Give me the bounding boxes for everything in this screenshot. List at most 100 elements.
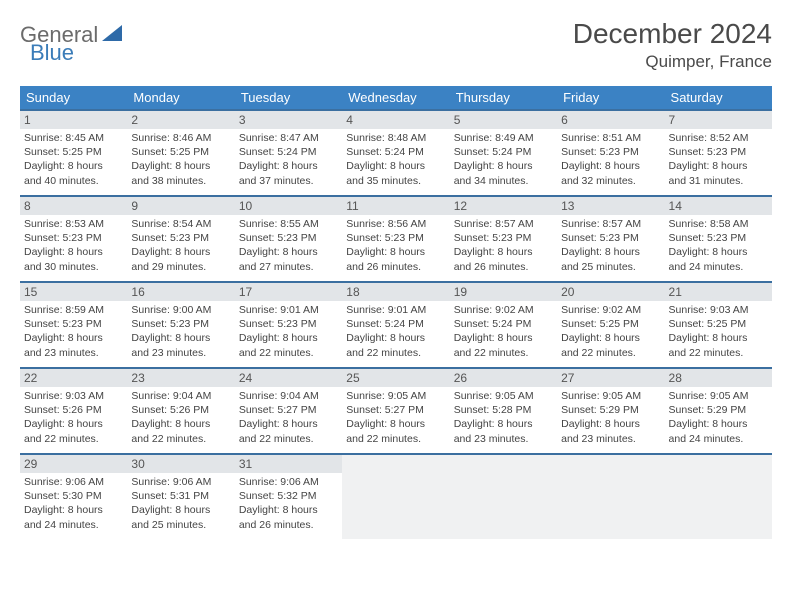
day-info: Sunrise: 8:53 AMSunset: 5:23 PMDaylight:… <box>24 217 123 274</box>
logo-text-blue: Blue <box>30 40 74 65</box>
calendar-day-cell: 17 Sunrise: 9:01 AMSunset: 5:23 PMDayligh… <box>235 281 342 367</box>
day-number: 5 <box>450 111 557 129</box>
weekday-header: Sunday <box>20 86 127 109</box>
day-number: 11 <box>342 197 449 215</box>
day-info: Sunrise: 9:02 AMSunset: 5:24 PMDaylight:… <box>454 303 553 360</box>
weekday-header: Saturday <box>665 86 772 109</box>
calendar-day-cell: 19 Sunrise: 9:02 AMSunset: 5:24 PMDayligh… <box>450 281 557 367</box>
title-block: December 2024 Quimper, France <box>573 18 772 72</box>
day-info: Sunrise: 9:05 AMSunset: 5:29 PMDaylight:… <box>669 389 768 446</box>
calendar-blank-cell <box>450 453 557 539</box>
calendar-table: SundayMondayTuesdayWednesdayThursdayFrid… <box>20 86 772 539</box>
calendar-day-cell: 23 Sunrise: 9:04 AMSunset: 5:26 PMDayligh… <box>127 367 234 453</box>
day-number: 21 <box>665 283 772 301</box>
day-number: 14 <box>665 197 772 215</box>
weekday-header: Wednesday <box>342 86 449 109</box>
calendar-blank-cell <box>342 453 449 539</box>
day-info: Sunrise: 9:03 AMSunset: 5:26 PMDaylight:… <box>24 389 123 446</box>
day-number: 8 <box>20 197 127 215</box>
day-info: Sunrise: 9:05 AMSunset: 5:29 PMDaylight:… <box>561 389 660 446</box>
calendar-week-row: 29 Sunrise: 9:06 AMSunset: 5:30 PMDayligh… <box>20 453 772 539</box>
day-number: 4 <box>342 111 449 129</box>
day-info: Sunrise: 9:05 AMSunset: 5:28 PMDaylight:… <box>454 389 553 446</box>
day-info: Sunrise: 9:01 AMSunset: 5:24 PMDaylight:… <box>346 303 445 360</box>
calendar-blank-cell <box>665 453 772 539</box>
day-number: 17 <box>235 283 342 301</box>
day-number: 1 <box>20 111 127 129</box>
calendar-day-cell: 5 Sunrise: 8:49 AMSunset: 5:24 PMDaylight… <box>450 109 557 195</box>
calendar-day-cell: 22Sunrise: 9:03 AMSunset: 5:26 PMDayligh… <box>20 367 127 453</box>
day-info: Sunrise: 9:02 AMSunset: 5:25 PMDaylight:… <box>561 303 660 360</box>
weekday-header: Monday <box>127 86 234 109</box>
header: General December 2024 Quimper, France <box>20 18 772 72</box>
day-info: Sunrise: 9:00 AMSunset: 5:23 PMDaylight:… <box>131 303 230 360</box>
day-info: Sunrise: 8:47 AMSunset: 5:24 PMDaylight:… <box>239 131 338 188</box>
calendar-week-row: 15Sunrise: 8:59 AMSunset: 5:23 PMDayligh… <box>20 281 772 367</box>
location: Quimper, France <box>573 52 772 72</box>
calendar-day-cell: 8 Sunrise: 8:53 AMSunset: 5:23 PMDaylight… <box>20 195 127 281</box>
calendar-day-cell: 13Sunrise: 8:57 AMSunset: 5:23 PMDayligh… <box>557 195 664 281</box>
day-info: Sunrise: 8:56 AMSunset: 5:23 PMDaylight:… <box>346 217 445 274</box>
day-number: 7 <box>665 111 772 129</box>
month-title: December 2024 <box>573 18 772 50</box>
calendar-blank-cell <box>557 453 664 539</box>
calendar-day-cell: 16Sunrise: 9:00 AMSunset: 5:23 PMDayligh… <box>127 281 234 367</box>
calendar-day-cell: 1 Sunrise: 8:45 AMSunset: 5:25 PMDaylight… <box>20 109 127 195</box>
day-number: 9 <box>127 197 234 215</box>
calendar-day-cell: 26Sunrise: 9:05 AMSunset: 5:28 PMDayligh… <box>450 367 557 453</box>
calendar-day-cell: 9Sunrise: 8:54 AMSunset: 5:23 PMDaylight… <box>127 195 234 281</box>
calendar-day-cell: 15Sunrise: 8:59 AMSunset: 5:23 PMDayligh… <box>20 281 127 367</box>
calendar-day-cell: 25 Sunrise: 9:05 AMSunset: 5:27 PMDayligh… <box>342 367 449 453</box>
day-number: 15 <box>20 283 127 301</box>
day-number: 10 <box>235 197 342 215</box>
calendar-week-row: 1 Sunrise: 8:45 AMSunset: 5:25 PMDaylight… <box>20 109 772 195</box>
calendar-day-cell: 24 Sunrise: 9:04 AMSunset: 5:27 PMDayligh… <box>235 367 342 453</box>
calendar-week-row: 8 Sunrise: 8:53 AMSunset: 5:23 PMDaylight… <box>20 195 772 281</box>
calendar-header-row: SundayMondayTuesdayWednesdayThursdayFrid… <box>20 86 772 109</box>
calendar-day-cell: 2 Sunrise: 8:46 AMSunset: 5:25 PMDaylight… <box>127 109 234 195</box>
day-info: Sunrise: 8:49 AMSunset: 5:24 PMDaylight:… <box>454 131 553 188</box>
day-info: Sunrise: 9:06 AMSunset: 5:30 PMDaylight:… <box>24 475 123 532</box>
day-number: 30 <box>127 455 234 473</box>
day-number: 29 <box>20 455 127 473</box>
calendar-day-cell: 20 Sunrise: 9:02 AMSunset: 5:25 PMDayligh… <box>557 281 664 367</box>
day-number: 31 <box>235 455 342 473</box>
calendar-day-cell: 29 Sunrise: 9:06 AMSunset: 5:30 PMDayligh… <box>20 453 127 539</box>
day-info: Sunrise: 9:04 AMSunset: 5:26 PMDaylight:… <box>131 389 230 446</box>
logo-triangle-icon <box>102 25 122 46</box>
day-info: Sunrise: 8:55 AMSunset: 5:23 PMDaylight:… <box>239 217 338 274</box>
day-info: Sunrise: 9:01 AMSunset: 5:23 PMDaylight:… <box>239 303 338 360</box>
day-number: 19 <box>450 283 557 301</box>
day-number: 20 <box>557 283 664 301</box>
calendar-day-cell: 7 Sunrise: 8:52 AMSunset: 5:23 PMDaylight… <box>665 109 772 195</box>
day-info: Sunrise: 8:45 AMSunset: 5:25 PMDaylight:… <box>24 131 123 188</box>
calendar-day-cell: 6 Sunrise: 8:51 AMSunset: 5:23 PMDaylight… <box>557 109 664 195</box>
weekday-header: Thursday <box>450 86 557 109</box>
day-number: 12 <box>450 197 557 215</box>
day-info: Sunrise: 9:06 AMSunset: 5:32 PMDaylight:… <box>239 475 338 532</box>
day-info: Sunrise: 9:06 AMSunset: 5:31 PMDaylight:… <box>131 475 230 532</box>
day-number: 6 <box>557 111 664 129</box>
day-info: Sunrise: 8:46 AMSunset: 5:25 PMDaylight:… <box>131 131 230 188</box>
calendar-day-cell: 10 Sunrise: 8:55 AMSunset: 5:23 PMDayligh… <box>235 195 342 281</box>
day-number: 18 <box>342 283 449 301</box>
calendar-day-cell: 11 Sunrise: 8:56 AMSunset: 5:23 PMDayligh… <box>342 195 449 281</box>
day-info: Sunrise: 8:48 AMSunset: 5:24 PMDaylight:… <box>346 131 445 188</box>
day-number: 2 <box>127 111 234 129</box>
weekday-header: Friday <box>557 86 664 109</box>
logo-blue-text-wrap: Blue <box>30 40 74 66</box>
day-number: 24 <box>235 369 342 387</box>
calendar-day-cell: 21Sunrise: 9:03 AMSunset: 5:25 PMDayligh… <box>665 281 772 367</box>
day-number: 25 <box>342 369 449 387</box>
day-info: Sunrise: 9:05 AMSunset: 5:27 PMDaylight:… <box>346 389 445 446</box>
day-number: 23 <box>127 369 234 387</box>
day-number: 27 <box>557 369 664 387</box>
day-info: Sunrise: 8:51 AMSunset: 5:23 PMDaylight:… <box>561 131 660 188</box>
calendar-day-cell: 4 Sunrise: 8:48 AMSunset: 5:24 PMDaylight… <box>342 109 449 195</box>
day-info: Sunrise: 9:04 AMSunset: 5:27 PMDaylight:… <box>239 389 338 446</box>
calendar-day-cell: 3Sunrise: 8:47 AMSunset: 5:24 PMDaylight… <box>235 109 342 195</box>
day-info: Sunrise: 8:57 AMSunset: 5:23 PMDaylight:… <box>454 217 553 274</box>
calendar-day-cell: 31 Sunrise: 9:06 AMSunset: 5:32 PMDayligh… <box>235 453 342 539</box>
day-info: Sunrise: 8:52 AMSunset: 5:23 PMDaylight:… <box>669 131 768 188</box>
day-info: Sunrise: 8:57 AMSunset: 5:23 PMDaylight:… <box>561 217 660 274</box>
